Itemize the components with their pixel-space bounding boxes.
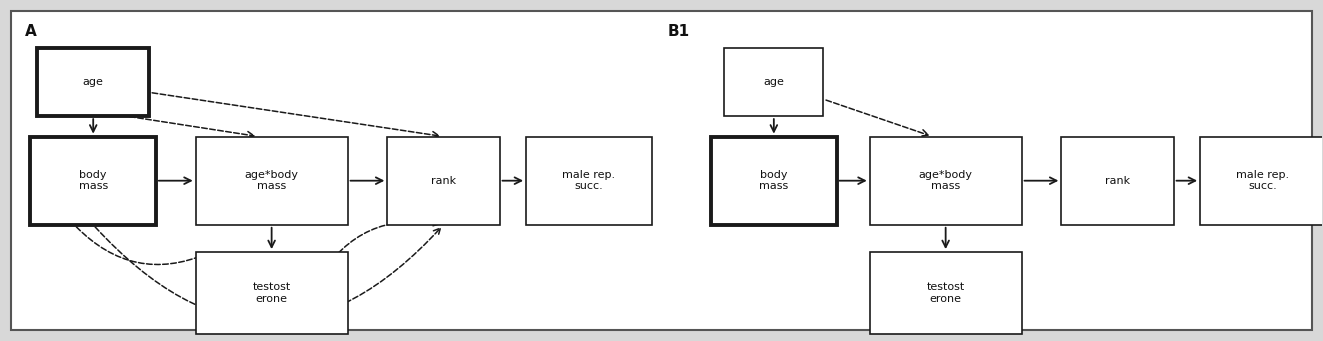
Text: testost
erone: testost erone	[253, 282, 291, 303]
FancyBboxPatch shape	[724, 48, 823, 116]
Text: male rep.
succ.: male rep. succ.	[1236, 170, 1290, 192]
FancyBboxPatch shape	[388, 136, 500, 225]
FancyBboxPatch shape	[196, 136, 348, 225]
FancyBboxPatch shape	[37, 48, 149, 116]
Text: testost
erone: testost erone	[926, 282, 964, 303]
Text: body
mass: body mass	[78, 170, 108, 192]
FancyBboxPatch shape	[1061, 136, 1174, 225]
Text: rank: rank	[1105, 176, 1130, 186]
Text: B1: B1	[668, 25, 691, 40]
Text: body
mass: body mass	[759, 170, 789, 192]
FancyBboxPatch shape	[710, 136, 836, 225]
FancyBboxPatch shape	[12, 11, 1311, 330]
FancyBboxPatch shape	[527, 136, 652, 225]
FancyBboxPatch shape	[196, 252, 348, 333]
Text: rank: rank	[431, 176, 456, 186]
Text: age: age	[763, 77, 785, 87]
Text: A: A	[25, 25, 36, 40]
Text: age*body
mass: age*body mass	[918, 170, 972, 192]
Text: male rep.
succ.: male rep. succ.	[562, 170, 615, 192]
Text: age: age	[83, 77, 103, 87]
FancyBboxPatch shape	[869, 252, 1021, 333]
FancyBboxPatch shape	[30, 136, 156, 225]
FancyBboxPatch shape	[869, 136, 1021, 225]
Text: age*body
mass: age*body mass	[245, 170, 299, 192]
FancyBboxPatch shape	[1200, 136, 1323, 225]
